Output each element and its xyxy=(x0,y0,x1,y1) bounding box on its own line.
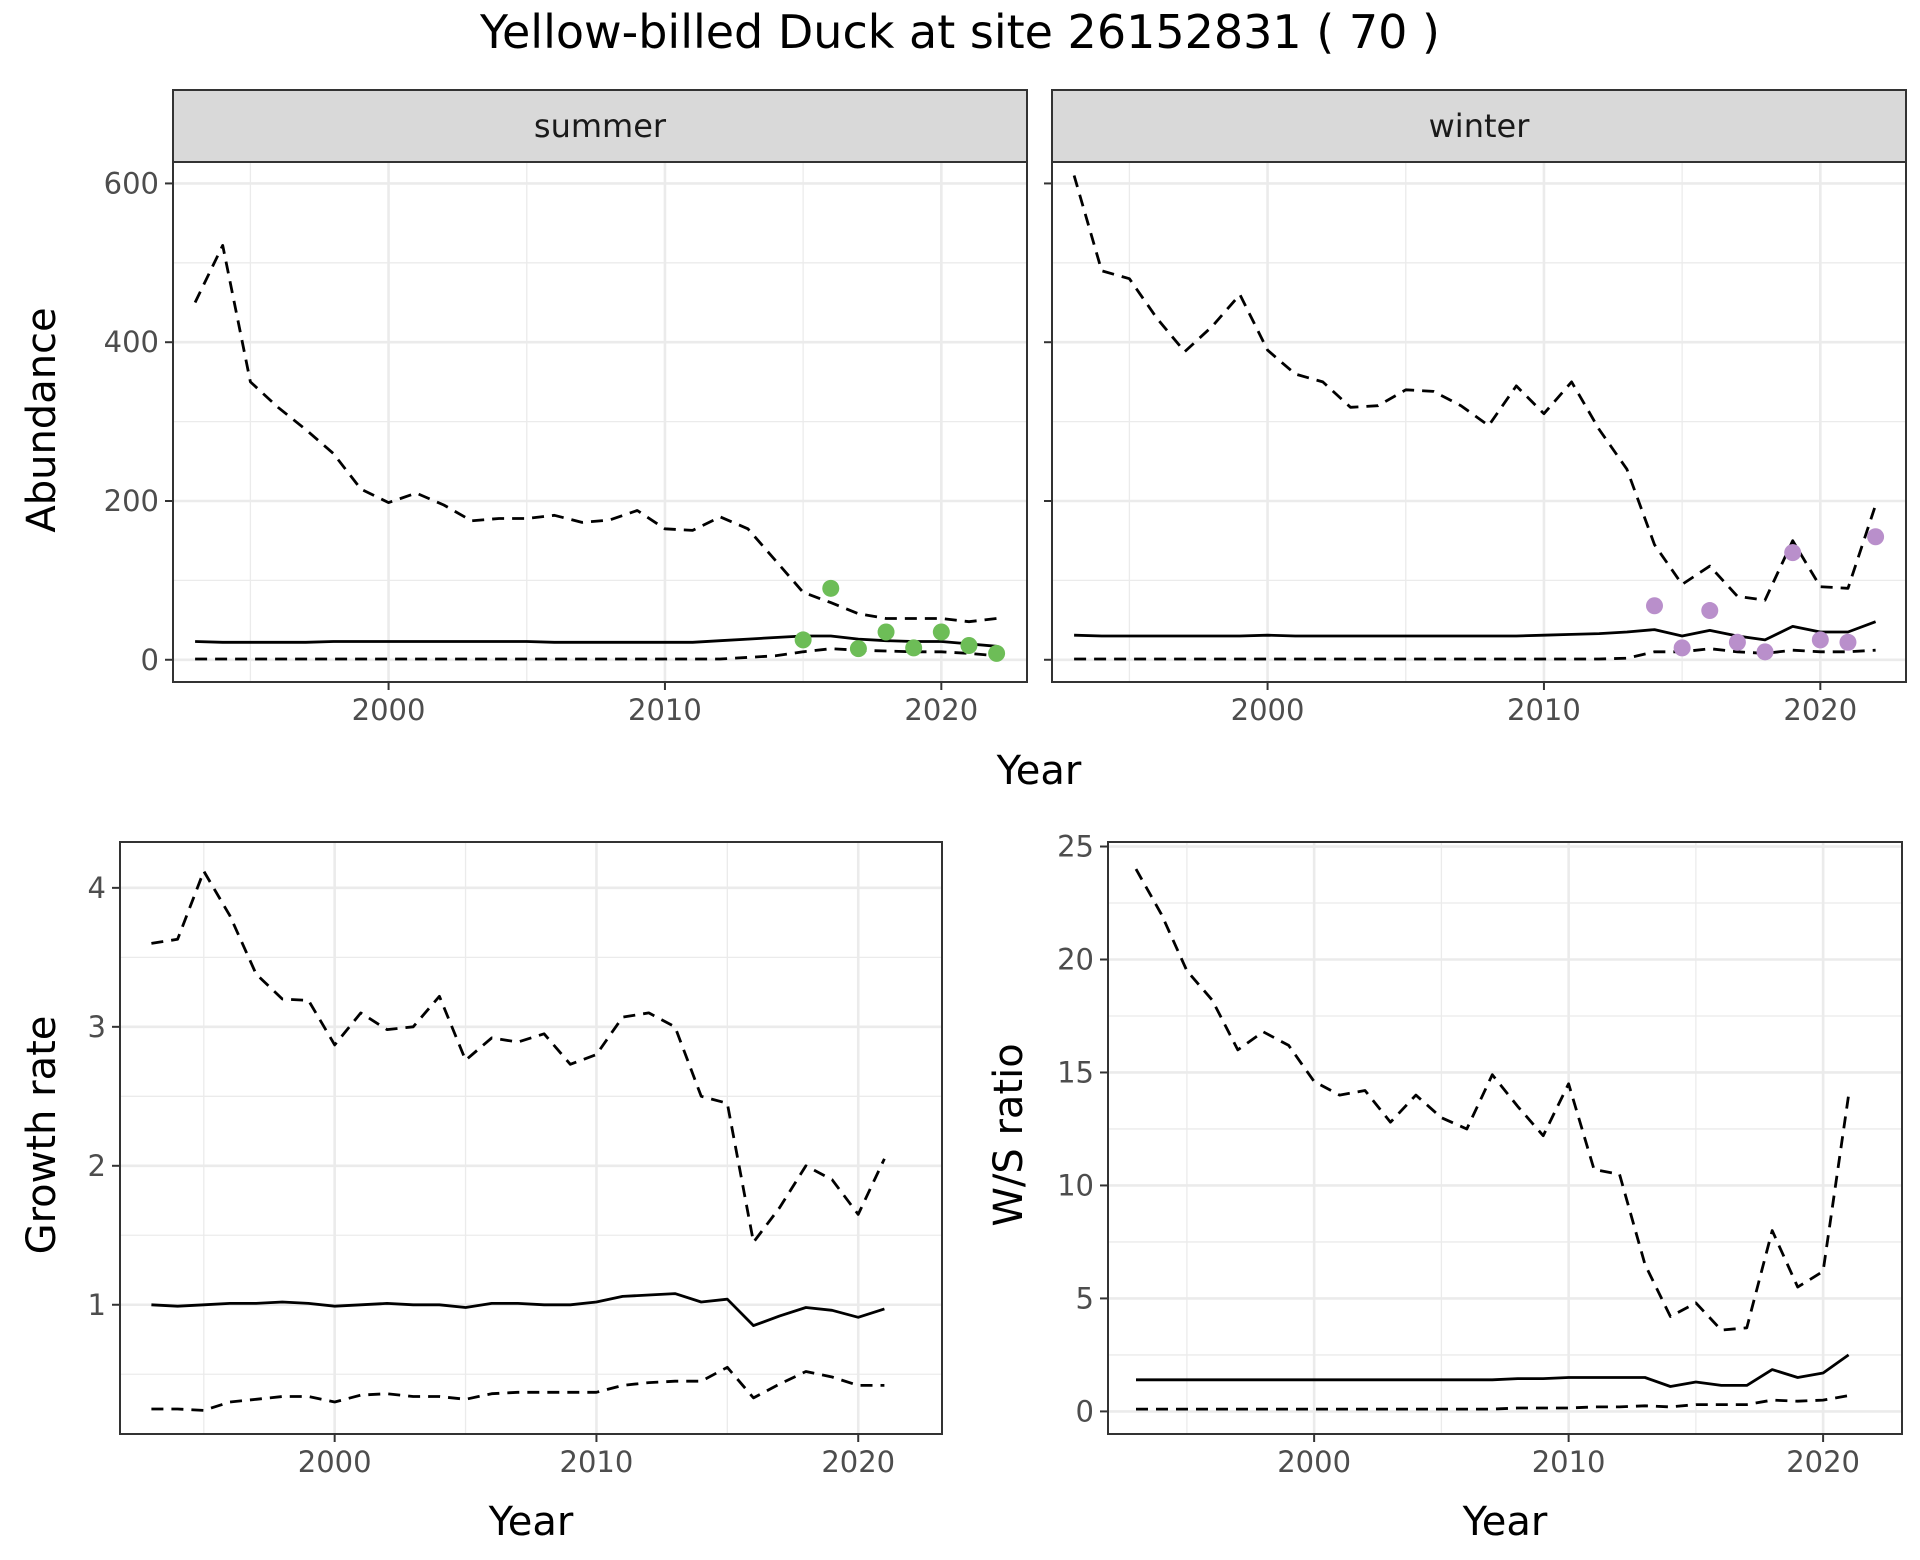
ratio-y-tick-label: 25 xyxy=(1057,830,1094,864)
winter-x-tick-label: 2010 xyxy=(1507,693,1581,727)
ratio-series-upper xyxy=(1134,868,1850,1332)
ratio-panel-border xyxy=(1107,841,1903,1435)
growth-y-tick-label: 1 xyxy=(88,1288,106,1322)
ratio-y-tick-label: 10 xyxy=(1057,1168,1094,1202)
winter-observed-point xyxy=(1645,597,1663,615)
ratio-y-tick-label: 15 xyxy=(1057,1055,1094,1089)
winter-x-tick-label: 2020 xyxy=(1783,693,1857,727)
summer-series-upper xyxy=(193,243,997,624)
panel-winter-abundance: 2000 2010 2020 winter xyxy=(1044,89,1907,727)
strip-winter xyxy=(1051,89,1907,163)
winter-observed-point xyxy=(1811,631,1829,649)
summer-series-mean xyxy=(195,634,997,648)
ratio-gridlines xyxy=(1108,842,1902,1434)
winter-series-upper xyxy=(1072,175,1877,602)
panel-growth-rate: 2000 2010 2020 1 2 3 4 xyxy=(88,841,943,1479)
summer-x-tick-label: 2020 xyxy=(904,693,978,727)
growth-series-mean xyxy=(151,1292,885,1327)
growth-y-axis-title: Growth rate xyxy=(19,1016,65,1255)
ratio-y-axis-title: W/S ratio xyxy=(986,1043,1032,1226)
ratio-x-tick-label: 2000 xyxy=(1277,1445,1351,1479)
summer-gridlines xyxy=(173,162,1027,682)
summer-observed-point xyxy=(877,623,895,641)
growth-series-lower xyxy=(151,1365,885,1412)
ratio-plot-area xyxy=(1108,842,1902,1434)
summer-observed-point xyxy=(932,623,950,641)
figure-title: Yellow-billed Duck at site 26152831 ( 70… xyxy=(479,5,1440,59)
summer-y-tick-label: 0 xyxy=(141,643,159,677)
growth-y-tick-label: 2 xyxy=(88,1149,106,1183)
winter-series-lower xyxy=(1074,647,1876,661)
ratio-y-tick-label: 0 xyxy=(1076,1394,1094,1428)
summer-observed-point xyxy=(905,639,923,657)
summer-observed-point xyxy=(960,636,978,654)
growth-x-tick-label: 2010 xyxy=(560,1445,634,1479)
growth-x-axis-title: Year xyxy=(488,1499,574,1545)
summer-y-axis-title: Abundance xyxy=(19,307,65,532)
winter-observed-point xyxy=(1867,528,1885,546)
winter-observed-point xyxy=(1756,643,1774,661)
ratio-x-axis-title: Year xyxy=(1462,1499,1548,1545)
winter-observed-point xyxy=(1784,544,1802,562)
ratio-series-mean xyxy=(1136,1353,1850,1388)
growth-y-tick-label: 3 xyxy=(88,1010,106,1044)
growth-plot-area xyxy=(120,842,942,1434)
strip-summer xyxy=(172,89,1028,163)
ratio-x-tick-label: 2010 xyxy=(1532,1445,1606,1479)
summer-y-tick-label: 200 xyxy=(104,484,159,518)
growth-gridlines xyxy=(120,842,942,1434)
summer-y-tick-label: 600 xyxy=(104,166,159,200)
growth-x-tick-label: 2000 xyxy=(298,1445,372,1479)
summer-observed-point xyxy=(849,640,867,658)
strip-winter-label: winter xyxy=(1429,107,1531,145)
summer-x-tick-label: 2010 xyxy=(628,693,702,727)
panel-summer-abundance: 2000 2010 2020 0 200 400 600 summer xyxy=(104,89,1028,727)
growth-panel-border xyxy=(119,841,943,1435)
panel-ws-ratio: 2000 2010 2020 0 5 10 15 20 25 xyxy=(1057,830,1903,1479)
winter-observed-point xyxy=(1701,602,1719,620)
summer-observed-point xyxy=(822,579,840,597)
summer-x-tick-label: 2000 xyxy=(352,693,426,727)
ratio-y-tick-label: 5 xyxy=(1076,1281,1094,1315)
winter-observed-point xyxy=(1728,633,1746,651)
winter-observed-point xyxy=(1839,633,1857,651)
strip-summer-label: summer xyxy=(534,107,667,145)
winter-observed-point xyxy=(1673,639,1691,657)
ratio-x-tick-label: 2020 xyxy=(1786,1445,1860,1479)
summer-observed-point xyxy=(988,644,1006,662)
summer-y-tick-label: 400 xyxy=(104,325,159,359)
top-x-axis-title: Year xyxy=(996,748,1082,794)
winter-x-tick-label: 2000 xyxy=(1231,693,1305,727)
summer-observed-point xyxy=(794,631,812,649)
growth-y-tick-label: 4 xyxy=(88,871,106,905)
ratio-y-tick-label: 20 xyxy=(1057,942,1094,976)
growth-x-tick-label: 2020 xyxy=(821,1445,895,1479)
